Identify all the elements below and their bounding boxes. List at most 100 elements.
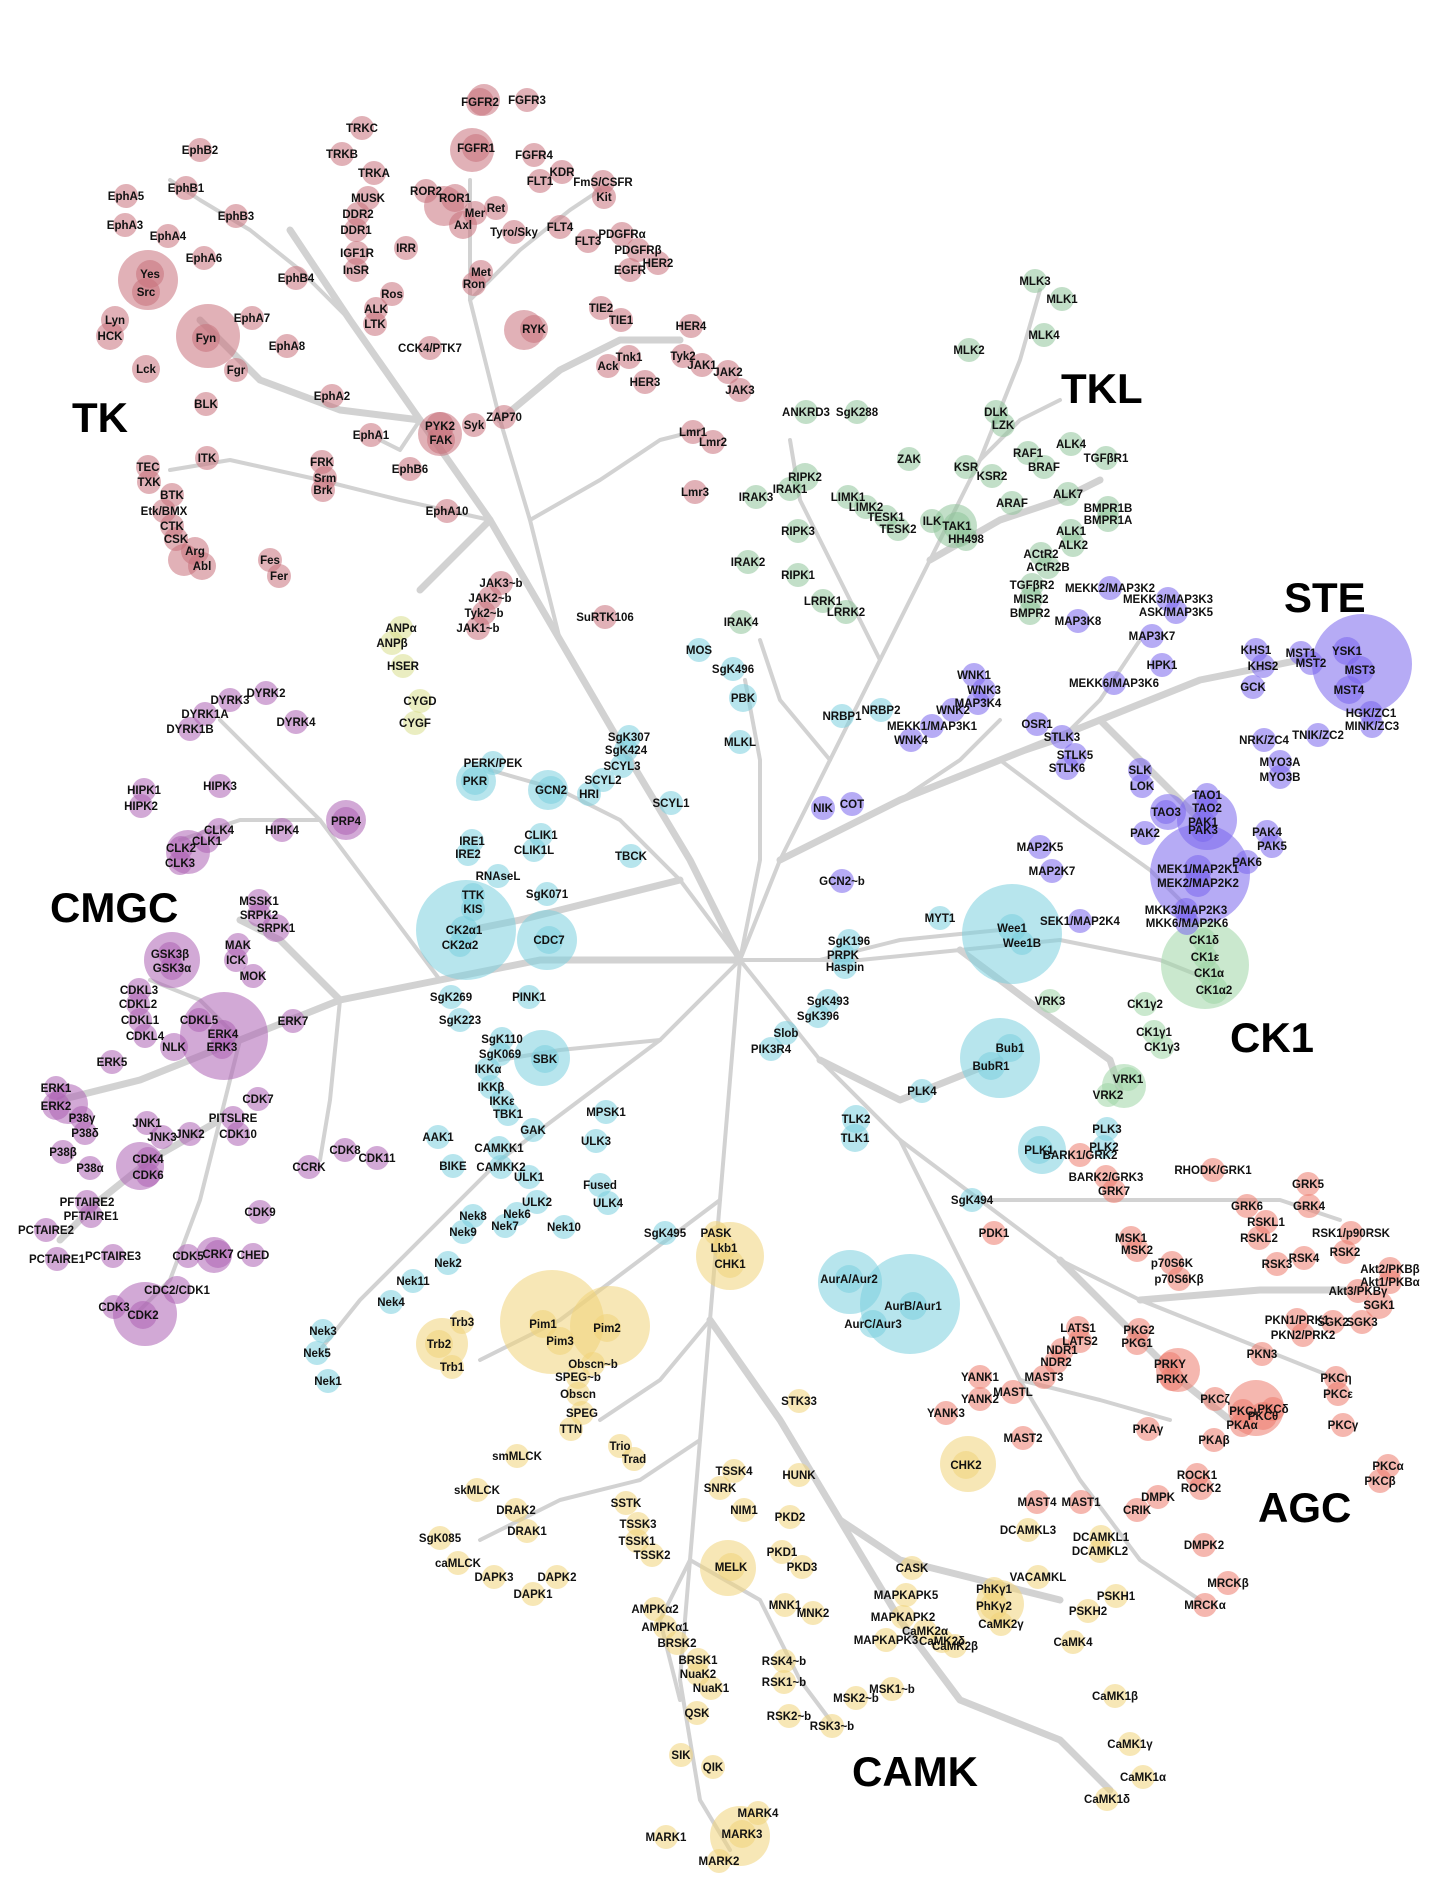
kinase-node[interactable] xyxy=(114,184,138,208)
kinase-node[interactable] xyxy=(102,1295,126,1319)
kinase-node[interactable] xyxy=(320,384,344,408)
kinase-node[interactable] xyxy=(1321,1310,1345,1334)
kinase-node[interactable] xyxy=(982,1221,1006,1245)
kinase-node[interactable] xyxy=(284,710,308,734)
kinase-node[interactable] xyxy=(659,791,683,815)
kinase-node[interactable] xyxy=(414,179,438,203)
kinase-node[interactable] xyxy=(1050,287,1074,311)
kinase-node[interactable] xyxy=(1192,928,1216,952)
kinase-node[interactable] xyxy=(466,616,490,640)
kinase-node[interactable] xyxy=(1011,1426,1035,1450)
kinase-node[interactable] xyxy=(643,1597,667,1621)
kinase-node[interactable] xyxy=(1154,800,1178,824)
kinase-node[interactable] xyxy=(462,413,486,437)
kinase-node[interactable] xyxy=(833,955,857,979)
kinase-node[interactable] xyxy=(305,1341,329,1365)
kinase-node[interactable] xyxy=(476,1057,500,1081)
kinase-node[interactable] xyxy=(365,1146,389,1170)
kinase-node[interactable] xyxy=(436,1251,460,1275)
kinase-node[interactable] xyxy=(1247,1226,1271,1250)
kinase-node[interactable] xyxy=(728,378,752,402)
kinase-node[interactable] xyxy=(834,600,858,624)
kinase-node[interactable] xyxy=(690,353,714,377)
kinase-node[interactable] xyxy=(160,956,184,980)
kinase-node[interactable] xyxy=(1069,1490,1093,1514)
kinase-node[interactable] xyxy=(1036,555,1060,579)
kinase-node[interactable] xyxy=(1026,1565,1050,1589)
kinase-node[interactable] xyxy=(525,1190,549,1214)
kinase-node[interactable] xyxy=(790,1555,814,1579)
kinase-node[interactable] xyxy=(1299,651,1323,675)
kinase-node[interactable] xyxy=(968,1387,992,1411)
kinase-node[interactable] xyxy=(1339,1221,1363,1245)
kinase-node[interactable] xyxy=(1016,1518,1040,1542)
kinase-node[interactable] xyxy=(1061,533,1085,557)
kinase-node[interactable] xyxy=(1365,1291,1393,1319)
kinase-node[interactable] xyxy=(957,338,981,362)
kinase-node[interactable] xyxy=(880,1677,904,1701)
kinase-node[interactable] xyxy=(1025,712,1049,736)
kinase-node[interactable] xyxy=(1150,1035,1174,1059)
kinase-node[interactable] xyxy=(836,485,860,509)
kinase-node[interactable] xyxy=(786,519,810,543)
kinase-node[interactable] xyxy=(42,1092,70,1120)
kinase-node[interactable] xyxy=(240,306,264,330)
kinase-node[interactable] xyxy=(408,689,432,713)
kinase-node[interactable] xyxy=(653,1221,677,1245)
kinase-node[interactable] xyxy=(943,1634,967,1658)
kinase-node[interactable] xyxy=(208,774,232,798)
kinase-node[interactable] xyxy=(332,807,360,835)
kinase-node[interactable] xyxy=(778,477,802,501)
kinase-node[interactable] xyxy=(1103,1684,1127,1708)
kinase-node[interactable] xyxy=(344,258,368,282)
kinase-node[interactable] xyxy=(1096,508,1120,532)
kinase-node[interactable] xyxy=(1346,1279,1370,1303)
kinase-node[interactable] xyxy=(1130,774,1154,798)
kinase-node[interactable] xyxy=(874,1628,898,1652)
kinase-node[interactable] xyxy=(787,1389,811,1413)
kinase-node[interactable] xyxy=(550,160,574,184)
kinase-node[interactable] xyxy=(210,1035,234,1059)
kinase-node[interactable] xyxy=(566,1382,590,1406)
kinase-node[interactable] xyxy=(492,405,516,429)
kinase-node[interactable] xyxy=(192,246,216,270)
kinase-node[interactable] xyxy=(1203,1387,1227,1411)
kinase-node[interactable] xyxy=(1333,1240,1357,1264)
kinase-node[interactable] xyxy=(515,1519,539,1543)
kinase-node[interactable] xyxy=(345,241,369,265)
kinase-node[interactable] xyxy=(1028,835,1052,859)
kinase-node[interactable] xyxy=(546,1327,574,1355)
kinase-node[interactable] xyxy=(487,1136,511,1160)
kinase-node[interactable] xyxy=(736,550,760,574)
kinase-node[interactable] xyxy=(592,185,616,209)
kinase-node[interactable] xyxy=(1360,714,1384,738)
kinase-node[interactable] xyxy=(897,447,921,471)
kinase-node[interactable] xyxy=(1252,728,1276,752)
kinase-node[interactable] xyxy=(545,1565,569,1589)
kinase-node[interactable] xyxy=(952,1451,980,1479)
kinase-node[interactable] xyxy=(51,1140,75,1164)
kinase-node[interactable] xyxy=(794,400,818,424)
kinase-node[interactable] xyxy=(311,478,335,502)
kinase-node[interactable] xyxy=(593,1314,621,1342)
kinase-node[interactable] xyxy=(811,589,835,613)
kinase-node[interactable] xyxy=(164,527,188,551)
kinase-node[interactable] xyxy=(1192,1533,1216,1557)
kinase-node[interactable] xyxy=(100,1050,124,1074)
kinase-node[interactable] xyxy=(614,1491,638,1515)
kinase-node[interactable] xyxy=(316,1369,340,1393)
kinase-node[interactable] xyxy=(461,767,489,795)
kinase-node[interactable] xyxy=(830,704,854,728)
kinase-node[interactable] xyxy=(1150,653,1174,677)
kinase-node[interactable] xyxy=(1025,1490,1049,1514)
kinase-node[interactable] xyxy=(1131,1765,1155,1789)
kinase-node[interactable] xyxy=(1249,1402,1277,1430)
kinase-node[interactable] xyxy=(1118,1732,1142,1756)
kinase-node[interactable] xyxy=(439,985,463,1009)
kinase-node[interactable] xyxy=(626,1512,650,1536)
kinase-node[interactable] xyxy=(224,358,248,382)
kinase-node[interactable] xyxy=(1331,1413,1355,1437)
kinase-node[interactable] xyxy=(593,605,617,629)
kinase-node[interactable] xyxy=(188,138,212,162)
kinase-node[interactable] xyxy=(481,751,505,775)
